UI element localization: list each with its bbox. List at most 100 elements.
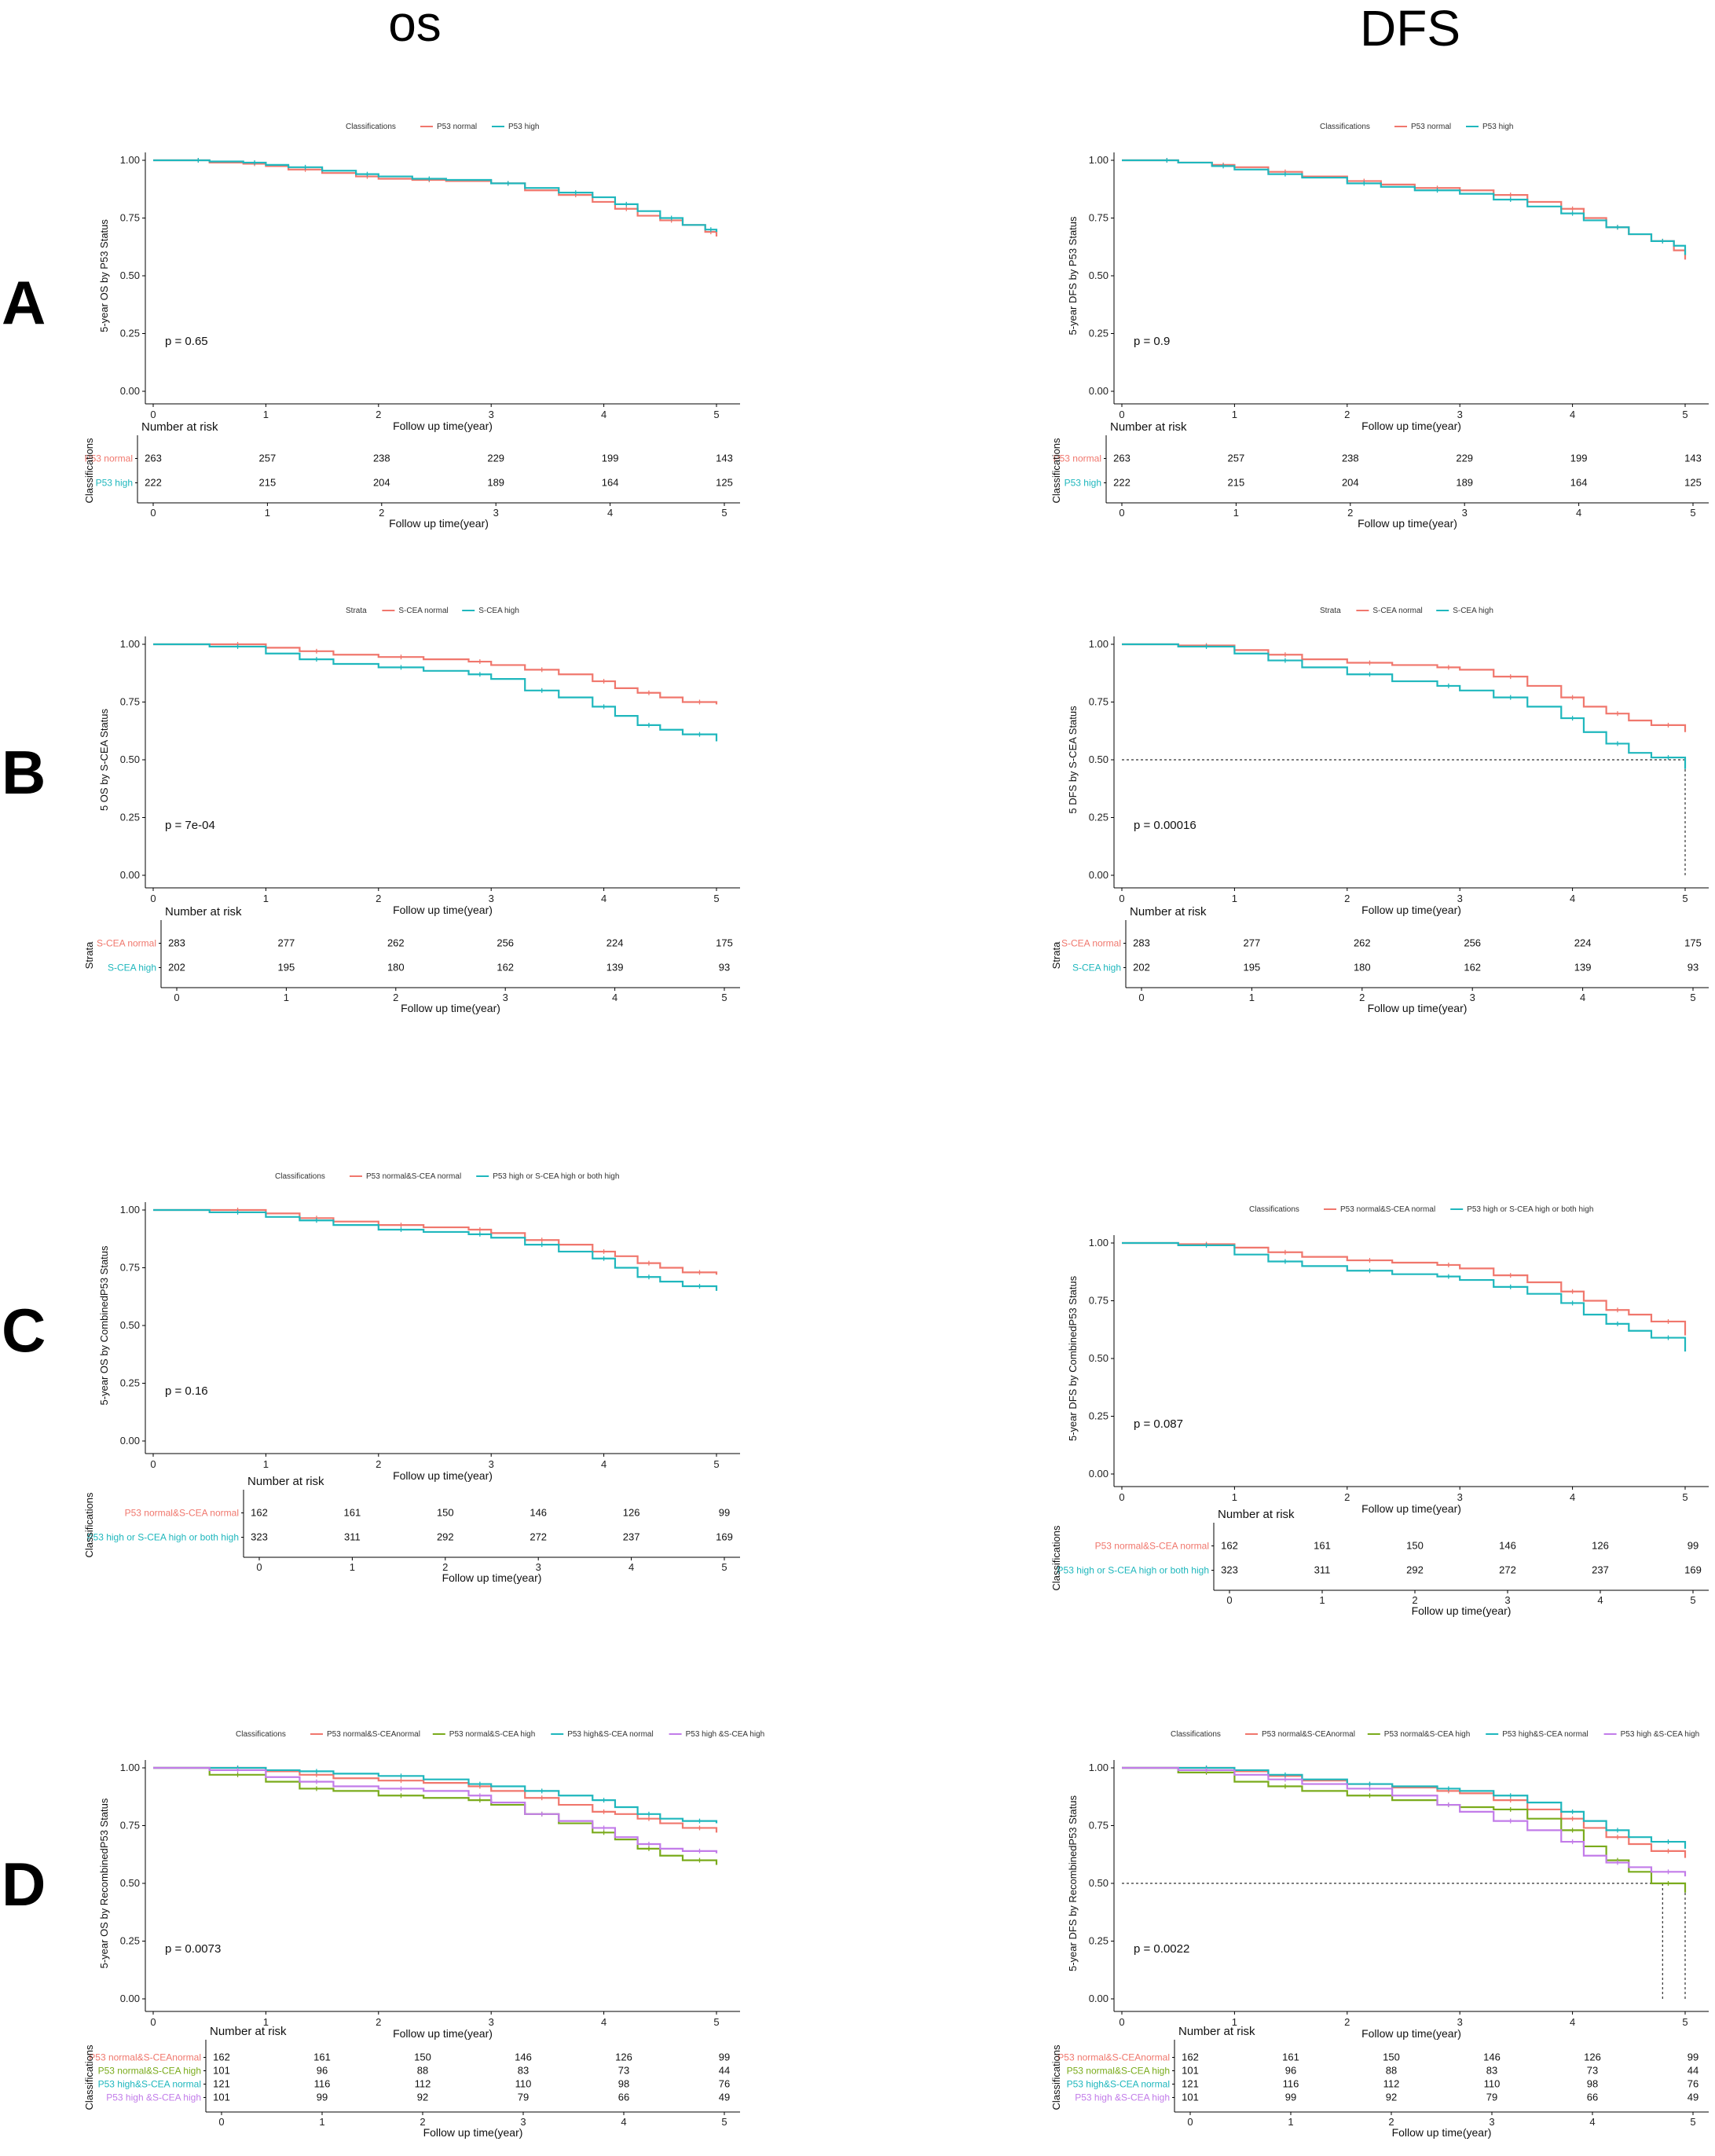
km-curve-2 bbox=[153, 1208, 718, 1291]
risk-count: 175 bbox=[716, 937, 733, 949]
risk-count: 323 bbox=[1221, 1564, 1238, 1576]
legend: Strata S-CEA normal S-CEA high bbox=[1320, 607, 1493, 615]
risk-count: 263 bbox=[1113, 453, 1131, 464]
x-tick-label: 3 bbox=[489, 2016, 494, 2028]
km-curve-1 bbox=[1122, 1766, 1687, 1858]
y-tick-label: 1.00 bbox=[120, 154, 140, 166]
risk-count: 263 bbox=[145, 453, 162, 464]
risk-row-label: P53 normal&S-CEAnormal bbox=[1057, 2052, 1170, 2063]
risk-table-title: Number at risk bbox=[247, 1475, 324, 1488]
y-axis-label: 5-year OS by CombinedP53 Status bbox=[98, 1245, 110, 1406]
legend-entry: P53 normal bbox=[437, 123, 477, 131]
legend: Strata S-CEA normal S-CEA high bbox=[346, 607, 519, 615]
risk-x-axis-label: Follow up time(year) bbox=[401, 1002, 500, 1014]
y-axis-label: 5-year OS by RecombinedP53 Status bbox=[98, 1798, 110, 1968]
y-tick-label: 0.25 bbox=[120, 1935, 140, 1947]
risk-x-tick-label: 2 bbox=[1412, 1594, 1417, 1606]
risk-x-tick-label: 1 bbox=[319, 2116, 324, 2128]
risk-count: 125 bbox=[716, 477, 733, 489]
risk-x-tick-label: 0 bbox=[150, 507, 156, 519]
risk-count: 256 bbox=[1464, 937, 1481, 949]
risk-count: 162 bbox=[1182, 2052, 1199, 2063]
risk-count: 66 bbox=[1587, 2092, 1598, 2103]
risk-count: 101 bbox=[1182, 2092, 1199, 2103]
risk-count: 169 bbox=[1684, 1564, 1702, 1576]
risk-x-tick-label: 2 bbox=[379, 507, 384, 519]
risk-count: 162 bbox=[213, 2052, 230, 2063]
y-tick-label: 1.00 bbox=[120, 638, 140, 650]
y-tick-label: 0.75 bbox=[120, 212, 140, 224]
risk-count: 283 bbox=[1133, 937, 1150, 949]
risk-x-axis-label: Follow up time(year) bbox=[423, 2126, 523, 2139]
risk-count: 143 bbox=[716, 453, 733, 464]
risk-x-tick-label: 5 bbox=[721, 507, 727, 519]
km-curve-2 bbox=[153, 1766, 718, 1865]
risk-count: 73 bbox=[1587, 2065, 1598, 2077]
p-value: p = 0.16 bbox=[165, 1384, 208, 1398]
y-tick-label: 0.75 bbox=[1089, 1820, 1109, 1832]
risk-x-tick-label: 5 bbox=[1690, 992, 1695, 1003]
risk-count: 92 bbox=[1386, 2092, 1397, 2103]
risk-table-title: Number at risk bbox=[1178, 2025, 1255, 2038]
risk-count: 126 bbox=[623, 1507, 640, 1519]
risk-x-tick-label: 4 bbox=[1589, 2116, 1595, 2128]
legend-entry: P53 high&S-CEA normal bbox=[1502, 1730, 1589, 1739]
risk-count: 150 bbox=[1383, 2052, 1400, 2063]
legend-entry: P53 high bbox=[1482, 123, 1513, 131]
km-curve-1 bbox=[1122, 643, 1687, 732]
risk-count: 98 bbox=[618, 2078, 629, 2090]
risk-row-label: P53 normal&S-CEA normal bbox=[1095, 1541, 1209, 1552]
x-tick-label: 2 bbox=[1344, 893, 1350, 904]
x-tick-label: 3 bbox=[1457, 2016, 1463, 2028]
km-curve-1 bbox=[153, 643, 718, 705]
risk-count: 101 bbox=[1182, 2065, 1199, 2077]
risk-count: 99 bbox=[317, 2092, 328, 2103]
row-label-b: B bbox=[2, 738, 46, 807]
x-tick-label: 1 bbox=[263, 2016, 269, 2028]
risk-x-tick-label: 2 bbox=[1347, 507, 1353, 519]
p-value: p = 0.0022 bbox=[1134, 1942, 1189, 1956]
risk-count: 88 bbox=[417, 2065, 428, 2077]
risk-x-axis-label: Follow up time(year) bbox=[1368, 1002, 1468, 1014]
km-curve-1 bbox=[153, 1766, 718, 1833]
risk-count: 162 bbox=[1464, 962, 1481, 974]
y-tick-label: 1.00 bbox=[1089, 1237, 1109, 1248]
risk-count: 76 bbox=[1688, 2078, 1699, 2090]
y-tick-label: 0.25 bbox=[1089, 328, 1109, 339]
risk-x-tick-label: 0 bbox=[218, 2116, 224, 2128]
risk-table-title: Number at risk bbox=[165, 905, 242, 918]
risk-x-tick-label: 1 bbox=[265, 507, 270, 519]
x-tick-label: 1 bbox=[1232, 1491, 1237, 1503]
risk-x-tick-label: 3 bbox=[503, 992, 508, 1003]
x-tick-label: 2 bbox=[1344, 1491, 1350, 1503]
risk-count: 292 bbox=[1406, 1564, 1424, 1576]
risk-x-tick-label: 3 bbox=[1470, 992, 1475, 1003]
risk-count: 162 bbox=[251, 1507, 268, 1519]
y-tick-label: 0.75 bbox=[120, 1262, 140, 1274]
y-tick-label: 0.25 bbox=[120, 328, 140, 339]
x-tick-label: 3 bbox=[489, 893, 494, 904]
x-tick-label: 1 bbox=[263, 409, 269, 420]
risk-table: Number at risk P53 normal&S-CEA normal 162… bbox=[83, 1475, 740, 1584]
x-tick-label: 1 bbox=[1232, 893, 1237, 904]
risk-count: 202 bbox=[1133, 962, 1150, 974]
risk-count: 277 bbox=[1244, 937, 1261, 949]
x-tick-label: 5 bbox=[1682, 1491, 1688, 1503]
risk-count: 112 bbox=[1383, 2078, 1400, 2090]
km-panel-c-os: Classifications P53 normal&S-CEA normal P5… bbox=[83, 1172, 740, 1584]
x-tick-label: 4 bbox=[601, 409, 606, 420]
risk-count: 222 bbox=[1113, 477, 1131, 489]
x-tick-label: 4 bbox=[1570, 2016, 1575, 2028]
risk-count: 49 bbox=[719, 2092, 730, 2103]
x-tick-label: 0 bbox=[1119, 409, 1124, 420]
y-tick-label: 0.25 bbox=[120, 1377, 140, 1389]
x-axis-label: Follow up time(year) bbox=[393, 904, 493, 916]
risk-count: 126 bbox=[1584, 2052, 1601, 2063]
y-tick-label: 0.75 bbox=[1089, 696, 1109, 708]
risk-count: 215 bbox=[259, 477, 277, 489]
risk-count: 215 bbox=[1228, 477, 1245, 489]
risk-count: 121 bbox=[213, 2078, 230, 2090]
y-tick-label: 0.00 bbox=[1089, 1468, 1109, 1480]
dfs-column-title: DFS bbox=[1360, 0, 1460, 57]
risk-x-tick-label: 4 bbox=[1597, 1594, 1603, 1606]
